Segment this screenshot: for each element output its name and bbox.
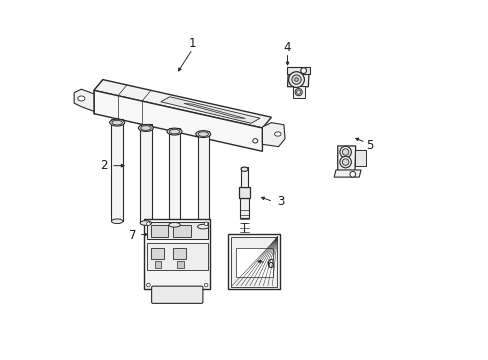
Polygon shape <box>161 97 260 123</box>
Bar <box>151 248 163 259</box>
Bar <box>155 261 161 268</box>
Bar <box>235 248 273 277</box>
Ellipse shape <box>195 131 210 138</box>
Ellipse shape <box>300 68 306 73</box>
Ellipse shape <box>241 167 247 171</box>
Ellipse shape <box>252 139 257 143</box>
Bar <box>239 187 249 198</box>
Ellipse shape <box>109 119 124 126</box>
Ellipse shape <box>342 159 348 165</box>
Ellipse shape <box>111 219 122 224</box>
Bar <box>197 131 208 226</box>
Polygon shape <box>354 149 365 166</box>
Ellipse shape <box>167 128 182 135</box>
Ellipse shape <box>146 222 150 226</box>
Ellipse shape <box>204 283 207 287</box>
Polygon shape <box>337 146 355 171</box>
Ellipse shape <box>198 132 208 136</box>
Polygon shape <box>94 90 262 151</box>
Text: 7: 7 <box>128 229 136 242</box>
Bar <box>151 225 168 237</box>
Bar <box>241 167 247 187</box>
Text: 6: 6 <box>265 258 273 271</box>
Ellipse shape <box>291 75 301 84</box>
Ellipse shape <box>138 125 153 131</box>
Text: 3: 3 <box>276 195 284 208</box>
Text: 1: 1 <box>188 37 196 50</box>
Ellipse shape <box>168 222 180 227</box>
Ellipse shape <box>197 224 208 229</box>
Polygon shape <box>74 89 94 111</box>
Bar <box>173 248 185 259</box>
Bar <box>168 128 180 225</box>
Polygon shape <box>292 86 304 98</box>
Ellipse shape <box>78 96 85 101</box>
Bar <box>173 225 190 237</box>
FancyBboxPatch shape <box>151 286 203 303</box>
Ellipse shape <box>296 90 300 94</box>
Text: 4: 4 <box>283 41 291 54</box>
Ellipse shape <box>339 156 351 168</box>
Bar <box>231 237 277 287</box>
Bar <box>147 222 207 239</box>
Bar <box>144 220 210 289</box>
Bar <box>147 243 207 270</box>
Bar <box>240 198 248 218</box>
Ellipse shape <box>140 221 151 225</box>
Bar <box>140 125 151 223</box>
Text: 5: 5 <box>366 139 373 152</box>
Ellipse shape <box>342 149 348 155</box>
Ellipse shape <box>294 78 298 81</box>
Polygon shape <box>287 71 308 87</box>
Ellipse shape <box>146 283 150 287</box>
Text: 2: 2 <box>100 159 107 172</box>
Bar <box>111 119 122 221</box>
Ellipse shape <box>204 222 207 226</box>
Ellipse shape <box>274 132 281 136</box>
Bar <box>177 261 183 268</box>
Ellipse shape <box>288 72 304 87</box>
Bar <box>228 234 280 289</box>
Ellipse shape <box>294 89 302 96</box>
Ellipse shape <box>169 129 180 134</box>
Polygon shape <box>286 67 309 74</box>
Polygon shape <box>333 170 360 177</box>
Polygon shape <box>94 80 271 128</box>
Polygon shape <box>262 123 285 147</box>
Ellipse shape <box>112 120 122 125</box>
Ellipse shape <box>141 126 151 130</box>
Ellipse shape <box>349 171 355 177</box>
Ellipse shape <box>339 146 351 158</box>
Polygon shape <box>183 103 245 118</box>
